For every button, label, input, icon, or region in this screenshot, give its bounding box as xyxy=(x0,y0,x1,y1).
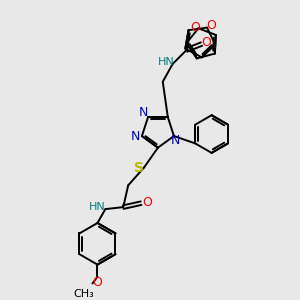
Text: N: N xyxy=(130,130,140,142)
Text: HN: HN xyxy=(158,57,175,67)
Text: O: O xyxy=(206,19,216,32)
Text: O: O xyxy=(190,21,200,34)
Text: O: O xyxy=(142,196,152,209)
Text: N: N xyxy=(171,134,181,148)
Text: CH₃: CH₃ xyxy=(73,289,94,299)
Text: O: O xyxy=(201,36,211,49)
Text: S: S xyxy=(134,161,144,176)
Text: O: O xyxy=(92,276,102,289)
Text: HN: HN xyxy=(89,202,106,212)
Text: N: N xyxy=(138,106,148,119)
